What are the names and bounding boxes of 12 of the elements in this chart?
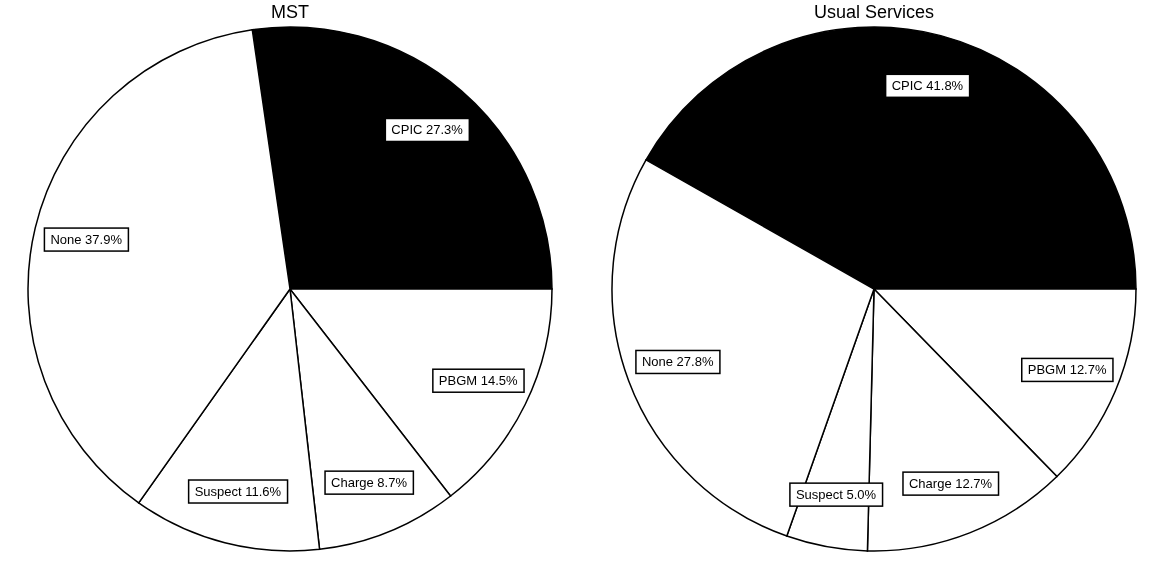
chart-title: MST [271, 2, 309, 22]
slice-label: PBGM 12.7% [1027, 362, 1107, 378]
slice-label: Suspect 5.0% [795, 487, 877, 503]
slice-label: PBGM 14.5% [438, 373, 519, 389]
slice-label: CPIC 41.8% [891, 78, 964, 94]
slice-label: Charge 8.7% [331, 475, 408, 491]
slice-label: None 27.8% [641, 354, 714, 370]
slice-label: Charge 12.7% [908, 476, 993, 492]
slice-label: Suspect 11.6% [194, 484, 282, 500]
slice-label: None 37.9% [50, 232, 123, 248]
chart-title: Usual Services [813, 2, 935, 22]
slice-label: CPIC 27.3% [391, 122, 464, 138]
